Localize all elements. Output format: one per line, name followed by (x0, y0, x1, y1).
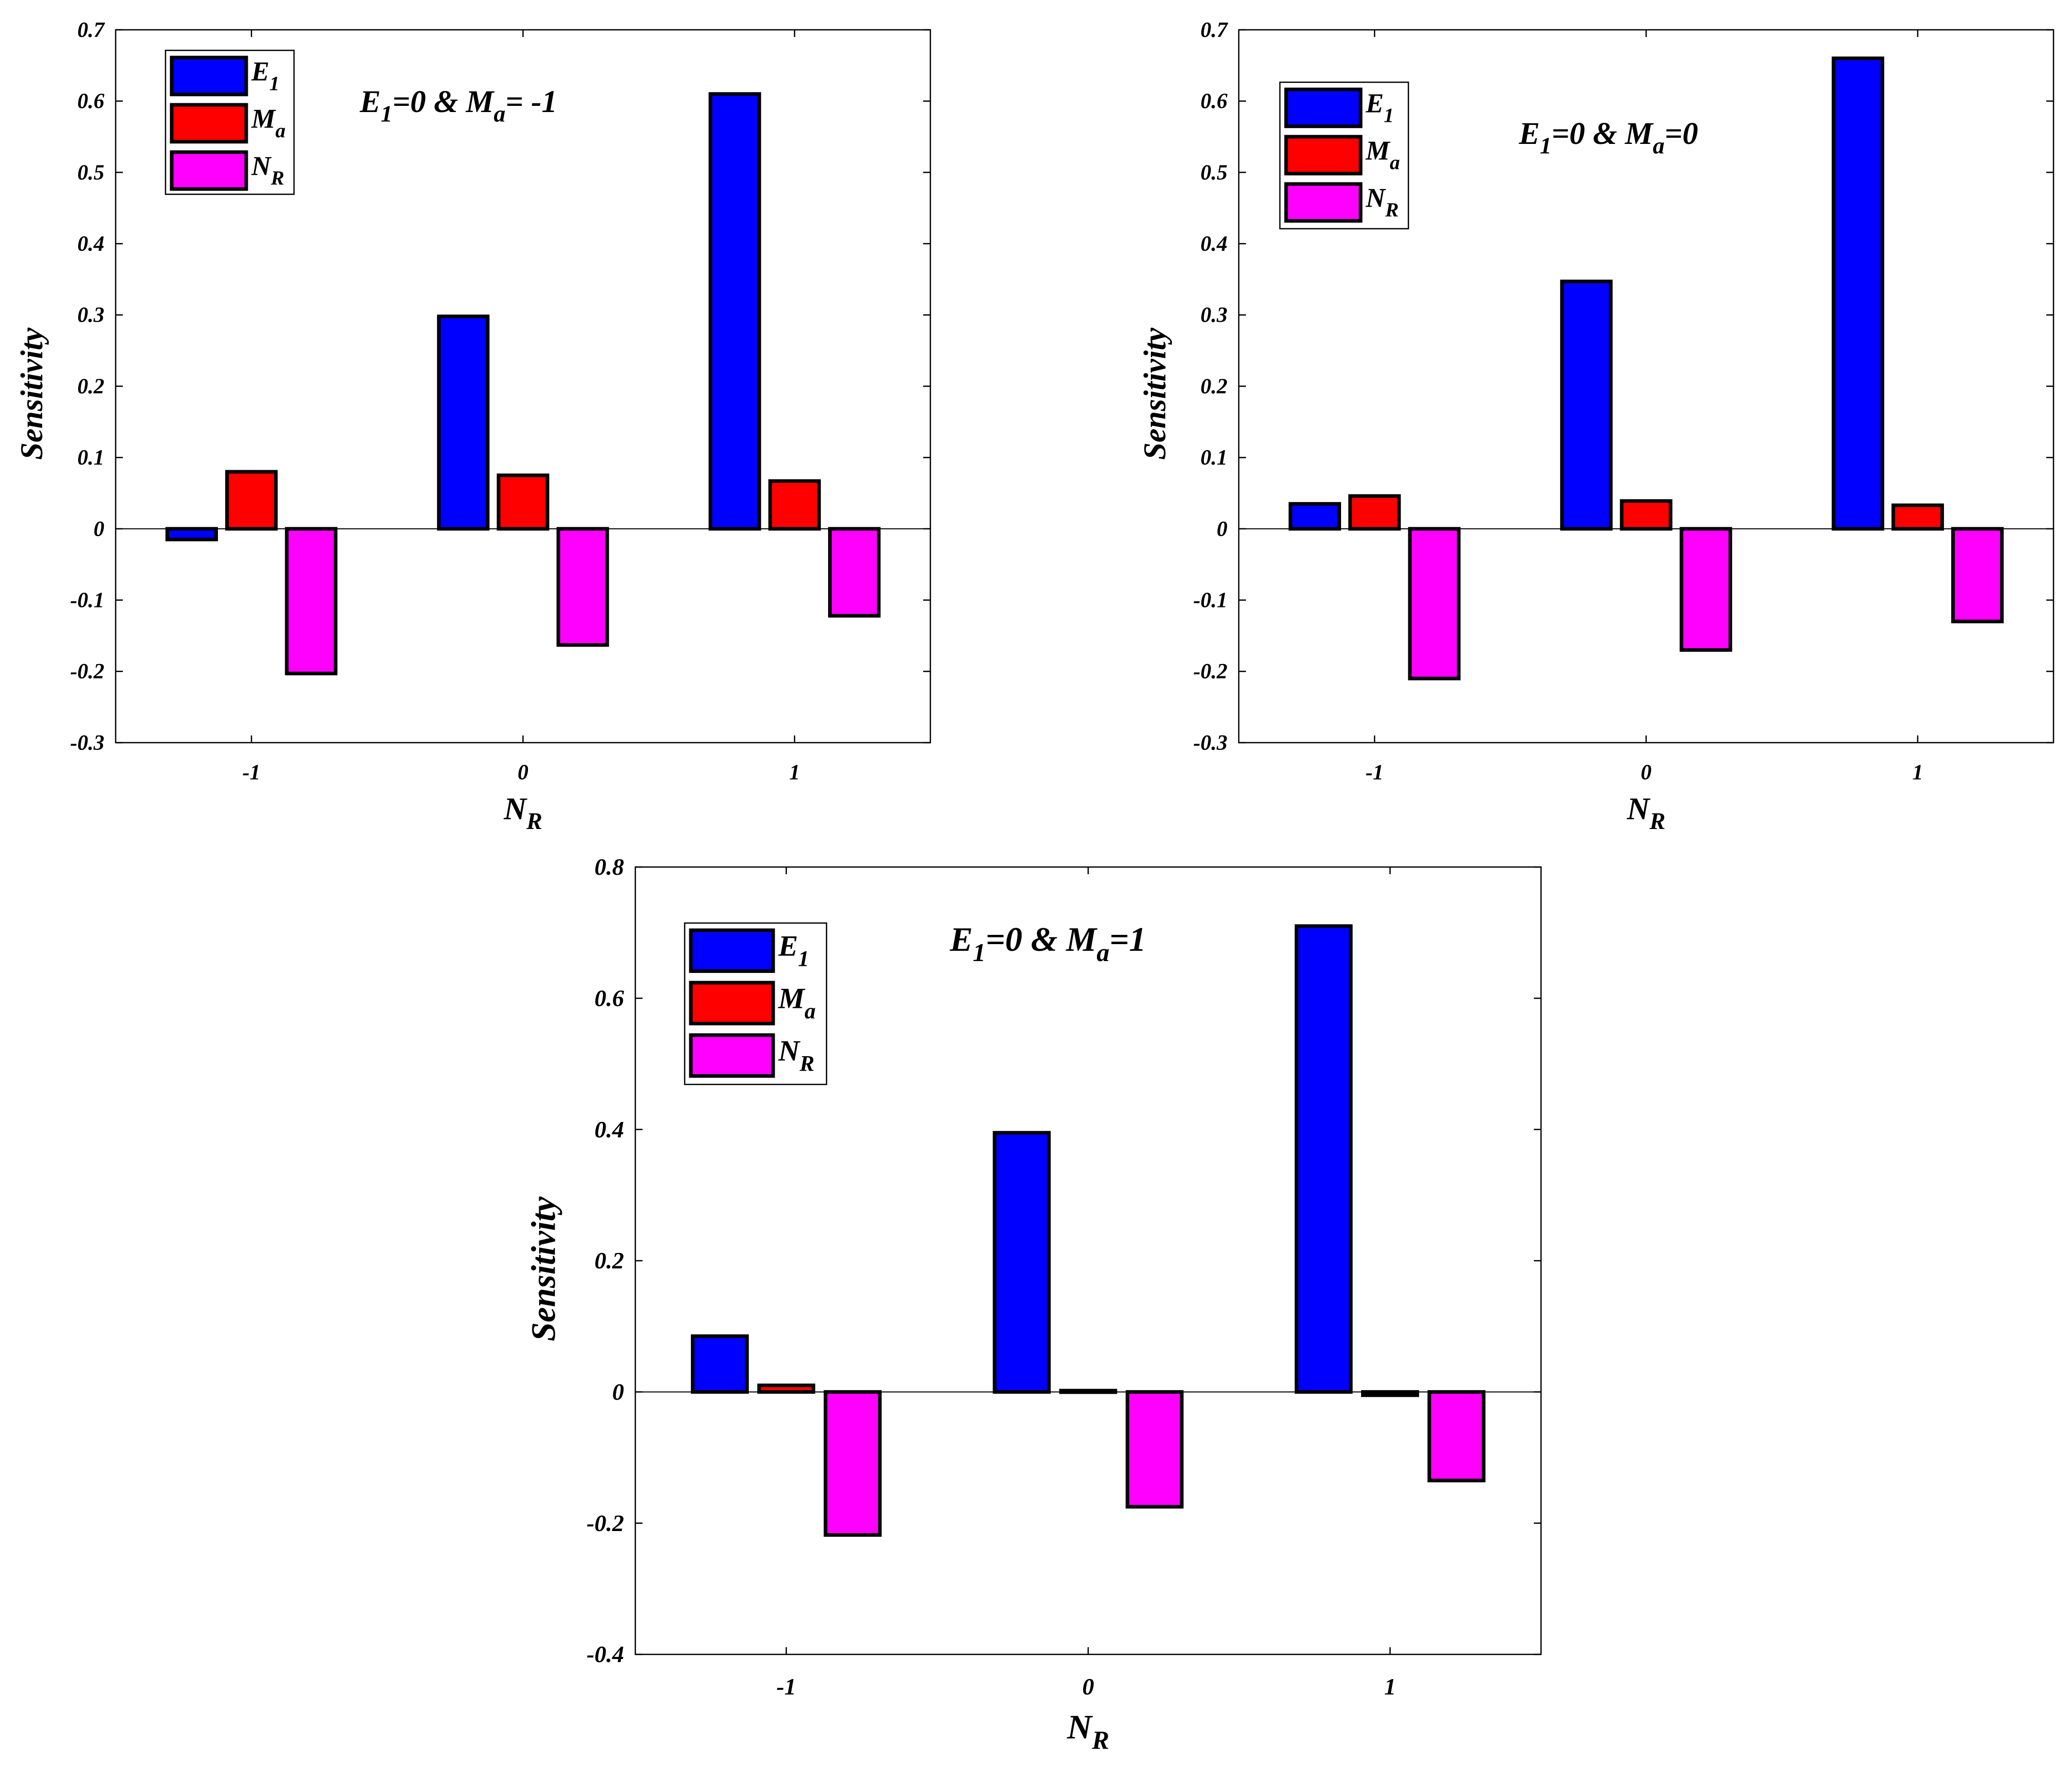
bar-E1--1 (165, 527, 218, 542)
legend-label-NR: NR (778, 1035, 814, 1076)
y-tick-label: 0.2 (1201, 375, 1228, 398)
y-tick-label: 0.2 (595, 1247, 625, 1274)
y-tick-label: 0.4 (1201, 232, 1228, 256)
legend-swatch-Ma (689, 981, 775, 1026)
y-tick-label: 0.1 (1201, 446, 1228, 470)
y-tick-label: 0.5 (1201, 161, 1228, 185)
y-tick-label: -0.1 (70, 588, 105, 612)
chart-top-left: -0.3 -0.2 -0.1 0 0.1 0.2 0.3 0.4 0.5 0.6 0.7 -1 0 1 NR… (15, 19, 931, 834)
bar-Ma--1 (225, 470, 278, 531)
legend-label-Ma: Ma (251, 104, 285, 141)
x-axis-label: NR (1067, 1708, 1109, 1755)
y-tick-label: -0.1 (1194, 588, 1228, 612)
bar-NR-1 (828, 527, 881, 618)
chart-top-right: -0.3 -0.2 -0.1 0 0.1 0.2 0.3 0.4 0.5 0.6 0.7 -1 0 1 NR… (1138, 19, 2055, 834)
bar-NR-1 (1951, 527, 2004, 623)
bar-E1-0 (437, 315, 490, 531)
y-tick-label: 0.3 (1201, 304, 1228, 327)
y-tick-label: -0.2 (70, 660, 105, 684)
legend-swatch-E1 (689, 928, 775, 973)
legend-label-NR: NR (1365, 183, 1399, 220)
legend-label-E1: E1 (1365, 88, 1394, 126)
x-tick-label: 1 (1384, 1673, 1396, 1700)
bar-E1-0 (993, 1131, 1051, 1394)
y-tick-label: 0.6 (595, 985, 625, 1011)
x-tick-label: -1 (243, 761, 261, 784)
x-tick-label: 0 (1641, 761, 1652, 784)
x-tick-label: 1 (789, 761, 800, 784)
y-tick-label: 0.4 (595, 1116, 625, 1143)
x-axis-label: NR (503, 792, 542, 834)
legend-swatch-E1 (1284, 87, 1363, 128)
y-tick-label: 0 (94, 518, 104, 541)
legend-label-NR: NR (251, 151, 284, 189)
y-tick-label: 0 (1217, 518, 1227, 541)
y-tick-label: 0.5 (78, 161, 105, 185)
bar-E1-0 (1560, 280, 1613, 531)
legend: E1 Ma NR (164, 49, 295, 195)
y-tick-label: 0.6 (78, 90, 105, 114)
bar-E1-1 (1831, 56, 1884, 531)
legend-swatch-Ma (170, 103, 248, 144)
y-tick-label: 0.1 (78, 446, 105, 470)
bar-NR--1 (823, 1390, 882, 1537)
x-tick-label: 0 (518, 761, 528, 784)
bar-NR-0 (1679, 527, 1732, 652)
y-tick-label: 0.7 (1201, 19, 1229, 42)
legend-swatch-NR (170, 150, 248, 191)
legend-label-E1: E1 (251, 57, 280, 94)
chart-bottom: -0.4 -0.2 0 0.2 0.4 0.6 0.8 -1 0 1 NR Sensitivity E1… (525, 854, 1542, 1755)
y-tick-label: -0.3 (70, 731, 105, 755)
legend-swatch-NR (1284, 182, 1363, 223)
y-tick-label: 0.4 (78, 232, 105, 256)
y-tick-label: -0.2 (1194, 660, 1228, 684)
legend-label-E1: E1 (778, 930, 809, 971)
legend-swatch-E1 (170, 56, 248, 97)
chart-title: E1=0 & Ma= -1 (359, 85, 557, 126)
bar-NR-0 (1125, 1390, 1184, 1509)
bar-NR-0 (556, 527, 609, 647)
bar-Ma-0 (1620, 499, 1673, 531)
bar-Ma-0 (497, 473, 549, 531)
bar-Ma--1 (1348, 494, 1401, 531)
y-tick-label: -0.2 (586, 1510, 624, 1536)
y-tick-label: 0.7 (78, 19, 106, 42)
y-tick-label: 0.8 (595, 854, 625, 880)
legend: E1 Ma NR (1279, 81, 1409, 230)
legend-label-Ma: Ma (1365, 136, 1400, 173)
bar-E1-1 (1294, 924, 1353, 1394)
y-axis-label: Sensitivity (525, 1196, 563, 1341)
y-tick-label: 0.3 (78, 304, 105, 327)
bar-Ma-1 (1891, 503, 1944, 531)
legend: E1 Ma NR (684, 922, 828, 1085)
y-axis-label: Sensitivity (1138, 327, 1172, 460)
bar-E1--1 (1288, 502, 1341, 531)
legend-swatch-Ma (1284, 135, 1363, 176)
x-axis-label: NR (1626, 792, 1665, 834)
chart-title: E1=0 & Ma=1 (949, 921, 1146, 967)
bar-Ma--1 (757, 1384, 816, 1394)
bar-NR-1 (1427, 1390, 1486, 1483)
y-tick-label: -0.4 (586, 1641, 624, 1667)
x-tick-label: -1 (1366, 761, 1384, 784)
bar-E1--1 (691, 1334, 749, 1394)
bar-Ma-1 (768, 479, 821, 531)
y-axis-label: Sensitivity (15, 327, 49, 460)
bar-NR--1 (1408, 527, 1461, 680)
bar-E1-1 (708, 92, 761, 531)
y-tick-label: 0.2 (78, 375, 105, 398)
x-tick-label: 0 (1083, 1673, 1094, 1700)
x-tick-label: 1 (1912, 761, 1923, 784)
x-tick-label: -1 (777, 1673, 796, 1700)
y-tick-label: 0.6 (1201, 90, 1228, 114)
chart-title: E1=0 & Ma=0 (1518, 117, 1698, 158)
y-tick-label: 0 (612, 1379, 624, 1405)
bar-NR--1 (285, 527, 338, 675)
legend-label-Ma: Ma (778, 982, 816, 1023)
legend-swatch-NR (689, 1033, 775, 1078)
y-tick-label: -0.3 (1194, 731, 1228, 755)
